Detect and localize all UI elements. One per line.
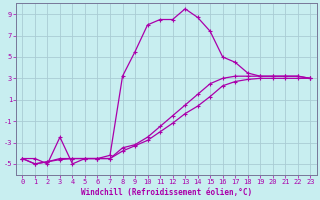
X-axis label: Windchill (Refroidissement éolien,°C): Windchill (Refroidissement éolien,°C) — [81, 188, 252, 197]
